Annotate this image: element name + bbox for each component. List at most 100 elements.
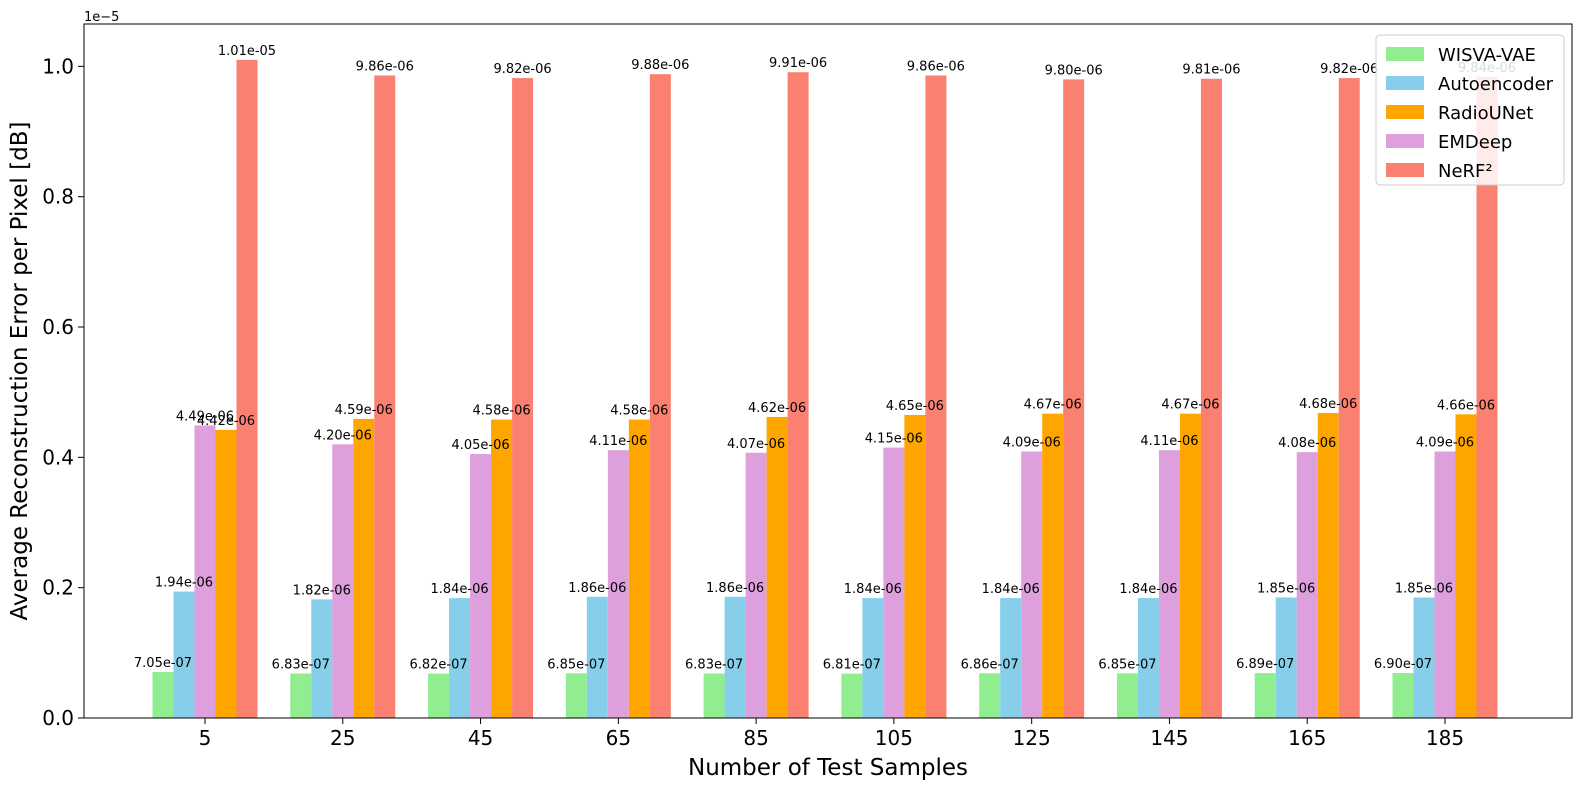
bar-emdeep[interactable] [607,450,629,718]
bar-value-label: 1.86e-06 [706,581,764,596]
y-tick-label: 0.0 [42,706,74,730]
bar-autoencoder[interactable] [173,591,195,718]
bar-nerf-[interactable] [512,78,534,719]
bar-value-label: 4.65e-06 [886,399,944,414]
bar-autoencoder[interactable] [586,596,608,718]
bar-radiounet[interactable] [353,418,375,718]
bar-nerf-[interactable] [1063,79,1085,719]
bar-wisva-vae[interactable] [703,673,725,718]
bar-wisva-vae[interactable] [152,672,174,718]
bar-wisva-vae[interactable] [565,673,587,718]
x-tick-label: 85 [743,726,768,750]
x-tick-label: 5 [199,726,212,750]
bar-value-label: 4.15e-06 [865,432,923,447]
bar-emdeep[interactable] [1021,451,1043,718]
bar-emdeep[interactable] [1296,452,1318,718]
bar-radiounet[interactable] [904,414,926,718]
bar-emdeep[interactable] [332,444,354,718]
bar-value-label: 4.07e-06 [727,437,785,452]
bar-radiounet[interactable] [215,429,237,718]
bar-value-label: 6.83e-07 [272,657,330,672]
bar-emdeep[interactable] [194,425,216,718]
bar-autoencoder[interactable] [1275,597,1297,718]
x-tick-label: 165 [1288,726,1326,750]
bar-radiounet[interactable] [1455,414,1477,718]
bar-value-label: 4.68e-06 [1299,397,1357,412]
bar-nerf-[interactable] [374,75,396,719]
bar-value-label: 9.82e-06 [1320,62,1378,77]
bar-nerf-[interactable] [925,75,947,719]
bar-value-label: 6.85e-07 [1098,657,1156,672]
bar-wisva-vae[interactable] [841,673,863,718]
x-tick-label: 45 [468,726,493,750]
x-tick-label: 105 [875,726,913,750]
bar-wisva-vae[interactable] [1116,673,1138,718]
y-tick-label: 0.8 [42,185,74,209]
bar-value-label: 4.67e-06 [1024,398,1082,413]
bar-autoencoder[interactable] [724,596,746,718]
bar-emdeep[interactable] [470,454,492,718]
bar-nerf-[interactable] [236,59,258,718]
bar-emdeep[interactable] [1158,450,1180,718]
bar-wisva-vae[interactable] [290,673,312,718]
bar-radiounet[interactable] [1317,413,1339,718]
bar-radiounet[interactable] [491,419,513,718]
bar-value-label: 1.84e-06 [1119,582,1177,597]
bar-radiounet[interactable] [628,419,650,718]
legend-item-autoencoder[interactable]: Autoencoder [1386,74,1554,95]
bar-value-label: 1.85e-06 [1257,581,1315,596]
legend-item-radiounet[interactable]: RadioUNet [1386,103,1533,124]
bar-value-label: 1.94e-06 [155,576,213,591]
bar-wisva-vae[interactable] [1254,673,1276,718]
bar-nerf-[interactable] [787,72,809,718]
bar-value-label: 6.86e-07 [961,657,1019,672]
bars-layer [152,59,1498,719]
bar-value-label: 4.08e-06 [1278,436,1336,451]
bar-value-label: 9.86e-06 [907,59,965,74]
legend-swatch [1386,47,1424,61]
bar-value-label: 9.91e-06 [769,56,827,71]
bar-radiounet[interactable] [766,416,788,718]
bar-wisva-vae[interactable] [1392,673,1414,718]
axes-frame [83,23,1573,719]
bar-autoencoder[interactable] [1137,598,1159,718]
bar-value-label: 6.85e-07 [547,657,605,672]
bar-value-label: 4.09e-06 [1416,435,1474,450]
bar-emdeep[interactable] [883,447,905,718]
bar-value-label: 4.11e-06 [589,434,647,449]
bar-nerf-[interactable] [649,74,671,719]
bar-wisva-vae[interactable] [428,673,450,718]
bar-autoencoder[interactable] [1000,598,1022,718]
bar-value-label: 6.82e-07 [409,658,467,673]
bar-autoencoder[interactable] [1413,597,1435,718]
x-tick-label: 125 [1013,726,1051,750]
bar-value-label: 4.20e-06 [314,428,372,443]
bar-autoencoder[interactable] [862,598,884,718]
bar-value-label: 1.84e-06 [430,582,488,597]
bar-wisva-vae[interactable] [979,673,1001,718]
bar-autoencoder[interactable] [311,599,333,718]
bar-autoencoder[interactable] [449,598,471,718]
bar-radiounet[interactable] [1179,413,1201,718]
bar-nerf-[interactable] [1476,76,1498,719]
bar-value-label: 4.67e-06 [1161,398,1219,413]
bar-radiounet[interactable] [1042,413,1064,718]
legend[interactable]: WISVA-VAE Autoencoder RadioUNet EMDeep NeRF² [1375,34,1565,186]
bar-value-label: 6.89e-07 [1236,657,1294,672]
bar-nerf-[interactable] [1200,78,1222,718]
bar-value-label: 6.81e-07 [823,658,881,673]
bar-value-label: 4.58e-06 [472,404,530,419]
y-axis-offset-label: 1e−5 [84,10,119,25]
bar-value-label: 9.81e-06 [1182,63,1240,78]
legend-item-emdeep[interactable]: EMDeep [1386,132,1512,153]
bar-value-label: 4.58e-06 [610,404,668,419]
bar-value-label: 4.49e-06 [176,409,234,424]
bar-labels-layer: 7.05e-07 1.94e-06 4.49e-064.42e-06 1.01e-05… [134,44,1516,673]
bar-value-label: 9.88e-06 [631,58,689,73]
bar-emdeep[interactable] [1434,451,1456,718]
bar-emdeep[interactable] [745,452,767,718]
legend-item-wisva-vae[interactable]: WISVA-VAE [1386,45,1536,66]
legend-item-nerf-[interactable]: NeRF² [1386,161,1493,182]
bar-nerf-[interactable] [1338,78,1360,719]
bar-value-label: 4.66e-06 [1437,398,1495,413]
